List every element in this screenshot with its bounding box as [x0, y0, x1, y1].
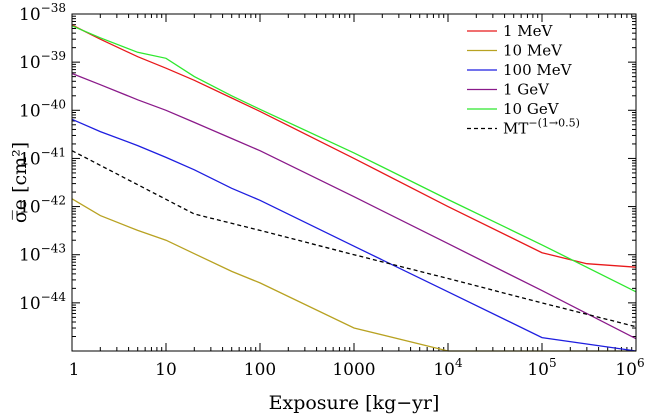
- x-tick-label: 100: [244, 360, 276, 380]
- y-tick-label: 10−42: [19, 194, 66, 218]
- x-tick-label: 105: [527, 356, 556, 380]
- x-tick-label: 106: [615, 356, 644, 380]
- series-lines: [71, 24, 637, 352]
- y-tick-label: 10−38: [19, 1, 66, 25]
- legend-label: 1 GeV: [503, 81, 550, 99]
- axis-ticks: [71, 14, 637, 352]
- y-tick-label: 10−40: [19, 97, 66, 121]
- legend-label: 10 MeV: [503, 42, 563, 60]
- series-line: [71, 72, 637, 340]
- y-tick-label: 10−43: [19, 242, 66, 266]
- y-tick-label: 10−39: [19, 49, 66, 73]
- series-line: [71, 118, 637, 352]
- series-line: [71, 24, 637, 268]
- legend-label: 100 MeV: [503, 61, 573, 79]
- legend-label: MT−(1→0.5): [503, 117, 580, 138]
- x-tick-label: 10: [155, 360, 177, 380]
- series-line: [71, 150, 637, 328]
- x-tick-label: 1000: [332, 360, 375, 380]
- legend-label: 10 GeV: [503, 100, 560, 118]
- y-tick-label: 10−44: [19, 290, 66, 314]
- y-axis-label: σ̅e [cm²]: [9, 142, 31, 223]
- plot-frame: [71, 13, 637, 352]
- tick-labels: 1 10 100 1000 104 105 106 10−38 10−39 10−40 10−41 1…: [19, 1, 645, 380]
- legend-label: 1 MeV: [503, 22, 554, 40]
- series-line: [71, 25, 637, 293]
- x-tick-label: 104: [433, 356, 463, 380]
- series-line: [71, 198, 636, 352]
- x-tick-label: 1: [69, 360, 80, 380]
- y-tick-label: 10−41: [19, 145, 66, 169]
- x-axis-label: Exposure [kg−yr]: [269, 392, 440, 414]
